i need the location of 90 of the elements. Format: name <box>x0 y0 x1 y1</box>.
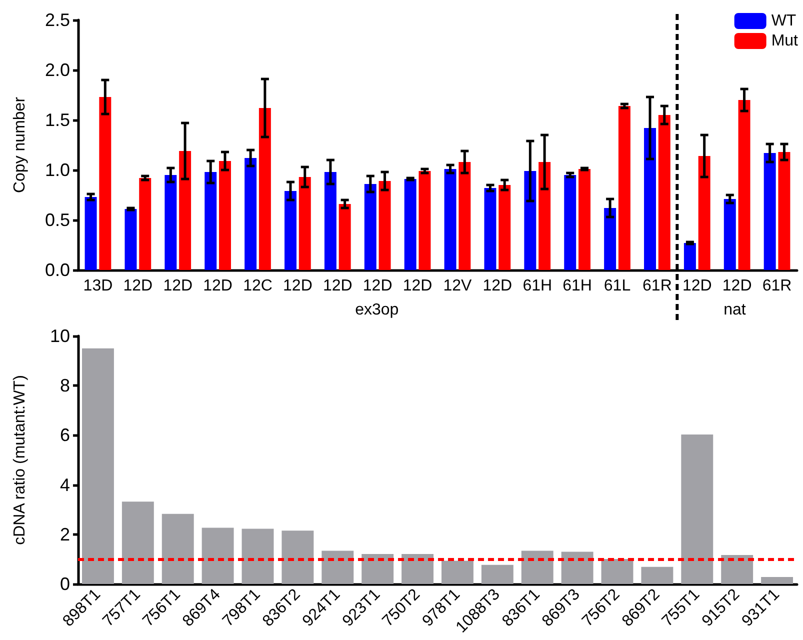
y-tick-label: 0.5 <box>44 210 70 230</box>
bar <box>322 550 354 584</box>
bar <box>162 514 194 584</box>
x-tick-label: 12D <box>203 278 232 294</box>
x-tick-label: 61R <box>642 278 672 294</box>
bar <box>641 566 674 584</box>
bar <box>644 128 656 270</box>
x-tick-label: 12D <box>402 278 432 294</box>
text: nat <box>724 302 746 318</box>
bar <box>738 100 750 270</box>
bar <box>564 175 576 270</box>
bar <box>498 185 511 270</box>
bar <box>604 208 616 270</box>
bar <box>122 502 154 584</box>
y-tick-label: 4 <box>60 474 70 495</box>
bar <box>418 171 431 270</box>
bar <box>298 177 311 270</box>
bar <box>244 158 257 270</box>
bar <box>778 152 790 270</box>
bar <box>658 115 670 270</box>
bar <box>219 161 231 270</box>
bar <box>258 108 271 270</box>
bar <box>601 558 634 584</box>
y-tick-label: 2.5 <box>44 10 70 30</box>
bar <box>578 169 590 270</box>
y-tick-label: 8 <box>60 376 70 396</box>
bar <box>338 204 351 270</box>
x-tick-label: 12D <box>322 278 352 294</box>
bar <box>458 162 471 270</box>
x-tick-label: 12D <box>123 278 153 294</box>
bar <box>82 348 114 584</box>
text: ex3op <box>355 302 399 318</box>
y-tick-label: 0 <box>60 574 70 594</box>
bar <box>724 199 736 270</box>
bar <box>204 172 217 270</box>
bar <box>282 530 314 584</box>
x-tick-label: 12V <box>443 278 472 294</box>
bar <box>561 552 594 584</box>
x-tick-label: 12D <box>482 278 512 294</box>
bar <box>364 184 376 270</box>
y-axis-title: cDNA ratio (mutant:WT) <box>12 375 28 545</box>
bar <box>324 172 336 270</box>
legend-label: Mut <box>771 32 799 50</box>
bar <box>284 191 296 270</box>
bar <box>164 175 177 270</box>
bar <box>481 564 514 584</box>
x-tick-label: 12D <box>682 278 712 294</box>
bar <box>684 243 696 270</box>
x-tick-label: 13D <box>83 278 113 294</box>
x-tick-label: 61H <box>562 278 592 294</box>
bar <box>84 197 97 270</box>
bar <box>761 577 794 584</box>
bar <box>441 560 474 584</box>
y-tick-label: 1.0 <box>44 160 70 180</box>
bar <box>524 171 536 270</box>
bar <box>698 156 710 270</box>
bar <box>681 434 714 584</box>
y-tick-label: 0.0 <box>44 260 70 280</box>
bar <box>444 169 456 270</box>
legend-label: WT <box>771 12 796 30</box>
bar <box>404 179 416 270</box>
bar <box>362 554 394 584</box>
x-tick-label: 61L <box>604 278 631 294</box>
x-tick-label: 12C <box>243 278 272 294</box>
bar <box>402 554 434 584</box>
y-tick-label: 10 <box>50 326 70 346</box>
bar <box>124 209 137 270</box>
y-tick-label: 2.0 <box>44 60 70 80</box>
bar <box>202 528 234 584</box>
bar <box>521 550 554 584</box>
bar <box>242 528 274 584</box>
bar <box>179 151 192 270</box>
y-tick-label: 1.5 <box>44 110 70 130</box>
bar <box>618 106 630 270</box>
bar <box>99 97 112 270</box>
x-tick-label: 12D <box>722 278 752 294</box>
x-tick-label: 12D <box>362 278 392 294</box>
bar <box>538 162 551 270</box>
x-tick-label: 61R <box>762 278 792 294</box>
y-axis-title: Copy number <box>12 96 28 194</box>
bar <box>721 554 754 584</box>
x-tick-label: 12D <box>163 278 193 294</box>
y-tick-label: 6 <box>60 425 70 446</box>
y-tick-label: 2 <box>60 524 70 544</box>
x-tick-label: 61H <box>522 278 552 294</box>
x-tick-label: 12D <box>283 278 312 294</box>
bar <box>484 188 496 270</box>
bar <box>764 153 776 270</box>
bar <box>378 181 391 270</box>
bar <box>139 178 152 270</box>
